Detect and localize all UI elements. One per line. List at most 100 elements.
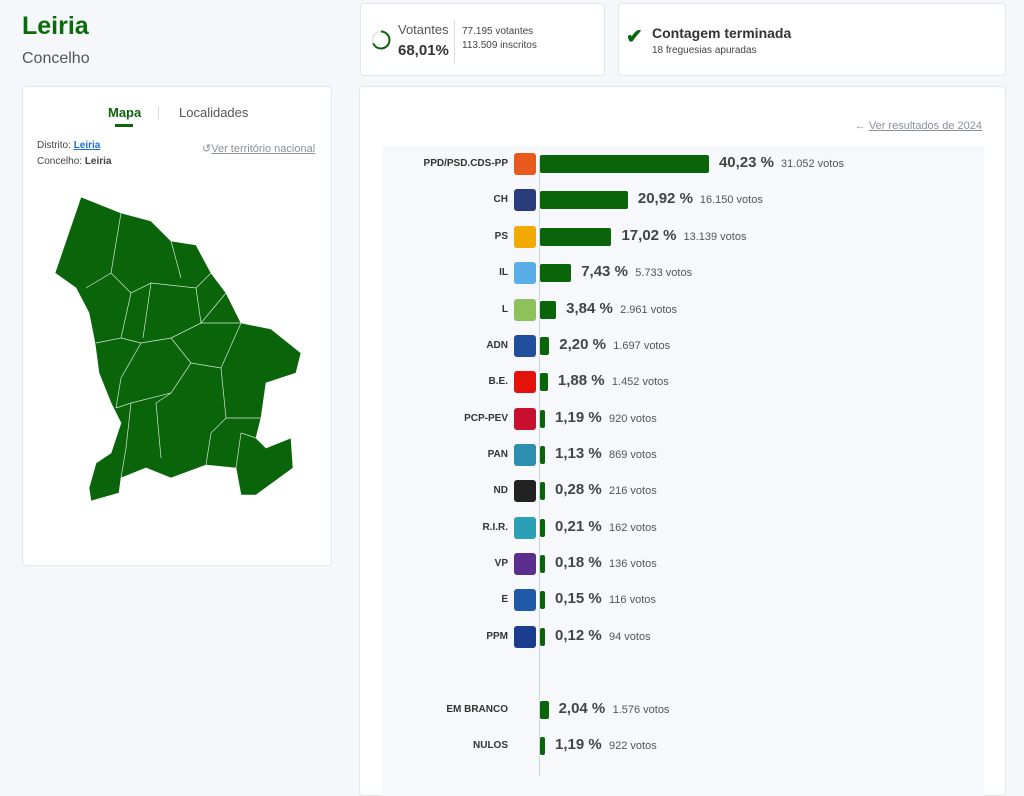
votes-label: 1.452 votos [611,376,669,388]
result-row[interactable]: PS 17,02 % 13.139 votos [382,226,982,248]
percent-label: 17,02 % [621,227,677,244]
turnout-progress-icon [371,30,391,50]
result-bar [540,228,612,246]
result-row[interactable]: VP 0,18 % 136 votos [382,553,982,575]
percent-label: 2,04 % [558,700,606,717]
party-label: EM BRANCO [446,704,508,715]
chart-axis [539,156,540,776]
parish-borders [85,212,261,479]
result-row[interactable]: EM BRANCO 2,04 % 1.576 votos [382,699,982,721]
result-row[interactable]: PPM 0,12 % 94 votos [382,626,982,648]
votes-label: 1.697 votos [613,340,671,352]
percent-label: 3,84 % [566,300,613,317]
previous-results-link[interactable]: ← Ver resultados de 2024 [854,120,982,132]
votes-label: 216 votos [609,485,657,497]
result-row[interactable]: PAN 1,13 % 869 votos [382,444,982,466]
party-label: NULOS [473,740,508,751]
party-label: ND [493,485,508,496]
party-logo-icon [514,189,536,211]
divider [454,20,455,64]
council-shape [54,196,302,502]
percent-label: 0,12 % [555,627,602,644]
result-bar [540,519,545,537]
percent-label: 0,15 % [555,590,602,607]
result-bar [540,555,545,573]
votes-label: 162 votos [609,522,657,534]
party-logo-icon [514,589,536,611]
votes-label: 136 votos [609,558,657,570]
party-logo-icon [514,335,536,357]
result-row[interactable]: R.I.R. 0,21 % 162 votos [382,517,982,539]
status-card: ✔ Contagem terminada 18 freguesias apura… [618,3,1006,76]
party-logo-icon [514,444,536,466]
party-logo-icon [514,262,536,284]
percent-label: 40,23 % [718,154,774,171]
votes-label: 1.576 votos [612,704,670,716]
council-label: Concelho: [37,156,83,167]
district-link[interactable]: Leiria [73,140,101,151]
party-label: PPD/PSD.CDS-PP [423,158,508,169]
party-label: PS [494,231,508,242]
council-value: Leiria [84,156,112,167]
party-label: ADN [486,340,508,351]
party-logo-icon [514,480,536,502]
result-bar [540,373,548,391]
result-bar [540,155,709,173]
result-bar [540,482,545,500]
results-chart: PPD/PSD.CDS-PP 40,23 % 31.052 votos CH 20,92… [382,146,984,796]
tab-localidades[interactable]: Localidades [179,105,249,120]
votes-label: 5.733 votos [635,267,693,279]
percent-label: 2,20 % [559,336,606,353]
result-row[interactable]: L 3,84 % 2.961 votos [382,299,982,321]
result-row[interactable]: B.E. 1,88 % 1.452 votos [382,371,982,393]
votes-label: 869 votos [609,449,657,461]
votes-label: 2.961 votos [620,304,677,316]
turnout-card: Votantes 68,01% 77.195 votantes 113.509 … [360,3,605,76]
party-logo-icon [514,553,536,575]
result-row[interactable]: ND 0,28 % 216 votos [382,480,982,502]
party-logo-icon [514,153,536,175]
percent-label: 1,19 % [555,736,602,753]
percent-label: 0,28 % [555,481,602,498]
votes-label: 16.150 votos [699,194,763,206]
result-bar [540,701,549,719]
active-tab-indicator [115,124,133,127]
party-label: IL [499,267,508,278]
divider [158,106,159,120]
party-label: PAN [487,449,508,460]
party-label: VP [494,558,508,569]
registered-count: 113.509 inscritos [462,40,537,51]
percent-label: 1,88 % [557,372,605,389]
party-logo-icon [514,299,536,321]
result-row[interactable]: NULOS 1,19 % 922 votos [382,735,982,757]
party-logo-icon [514,226,536,248]
result-row[interactable]: PCP-PEV 1,19 % 920 votos [382,408,982,430]
result-bar [540,628,545,646]
result-row[interactable]: ADN 2,20 % 1.697 votos [382,335,982,357]
national-territory-link[interactable]: ↺Ver território nacional [202,143,316,155]
arrow-left-icon: ← [854,120,869,132]
party-label: B.E. [488,376,508,387]
votes-label: 31.052 votos [780,158,844,170]
result-row[interactable]: IL 7,43 % 5.733 votos [382,262,982,284]
votes-label: 116 votos [609,594,656,606]
party-logo-icon [514,517,536,539]
voters-count: 77.195 votantes [462,26,534,37]
party-label: PPM [486,631,508,642]
results-panel: ← Ver resultados de 2024 PPD/PSD.CDS-PP 4… [359,86,1006,796]
result-row[interactable]: PPD/PSD.CDS-PP 40,23 % 31.052 votos [382,153,982,175]
result-bar [540,591,545,609]
council-map[interactable] [51,193,306,503]
votes-label: 922 votos [609,740,657,752]
percent-label: 0,18 % [555,554,602,571]
result-bar [540,337,550,355]
result-bar [540,264,572,282]
party-logo-icon [514,408,536,430]
tab-mapa[interactable]: Mapa [108,105,142,120]
votes-label: 13.139 votos [683,231,747,243]
party-label: E [501,594,508,605]
result-row[interactable]: CH 20,92 % 16.150 votos [382,189,982,211]
status-title: Contagem terminada [652,25,792,41]
result-row[interactable]: E 0,15 % 116 votos [382,589,982,611]
result-bar [540,737,545,755]
